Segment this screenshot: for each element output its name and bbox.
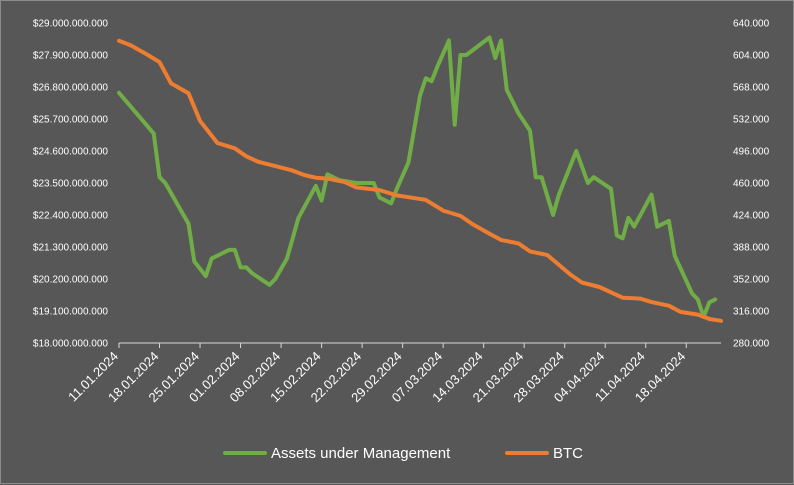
y-right-tick-label: 280.000 (733, 339, 770, 350)
series-line-assets-under-management (117, 35, 718, 319)
y-right-tick-label: 316.000 (733, 307, 770, 318)
y-right-tick-label: 352.000 (733, 275, 770, 286)
y-left-tick-label: $23.500.000.000 (33, 179, 109, 190)
y-right-tick-label: 460.000 (733, 179, 770, 190)
y-right-tick-label: 640.000 (733, 19, 770, 30)
y-left-tick-label: $22.400.000.000 (33, 211, 109, 222)
y-left-tick-label: $21.300.000.000 (33, 243, 109, 254)
y-left-tick-label: $18.000.000.000 (33, 339, 109, 350)
y-right-tick-label: 568.000 (733, 83, 770, 94)
y-left-tick-label: $19.100.000.000 (33, 307, 109, 318)
y-left-tick-label: $20.200.000.000 (33, 275, 109, 286)
y-left-tick-label: $26.800.000.000 (33, 83, 109, 94)
y-left-tick-label: $27.900.000.000 (33, 51, 109, 62)
series-line-btc (117, 38, 723, 323)
y-left-tick-label: $24.600.000.000 (33, 147, 109, 158)
y-right-tick-label: 424.000 (733, 211, 770, 222)
y-left-tick-label: $25.700.000.000 (33, 115, 109, 126)
y-left-tick-label: $29.000.000.000 (33, 19, 109, 30)
legend-label: BTC (553, 445, 583, 462)
y-right-tick-label: 388.000 (733, 243, 770, 254)
y-right-tick-label: 496.000 (733, 147, 770, 158)
y-right-tick-label: 532.000 (733, 115, 770, 126)
legend-label: Assets under Management (271, 445, 451, 462)
y-right-tick-label: 604.000 (733, 51, 770, 62)
